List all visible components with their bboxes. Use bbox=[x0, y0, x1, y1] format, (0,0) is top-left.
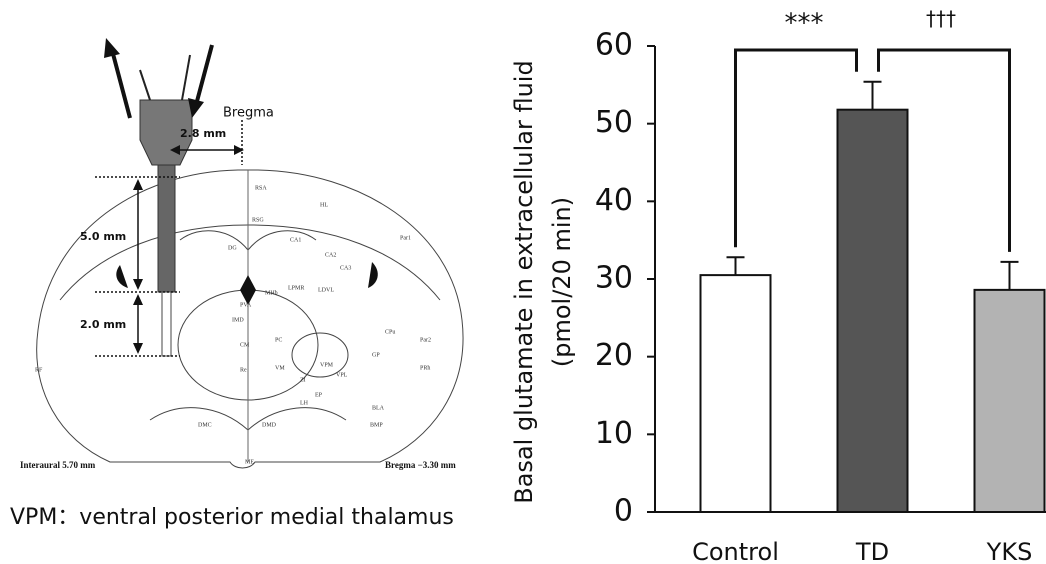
region-label: VPM bbox=[320, 362, 334, 368]
region-label: DMC bbox=[198, 422, 212, 428]
region-label: CPu bbox=[385, 329, 395, 335]
region-label: HL bbox=[320, 202, 328, 208]
bar bbox=[699, 274, 772, 513]
y-tick-label: 30 bbox=[595, 261, 633, 296]
region-label: RF bbox=[35, 367, 43, 373]
tube bbox=[181, 54, 191, 101]
level-label: Interaural 5.70 mm bbox=[20, 460, 96, 470]
region-label: LPMR bbox=[288, 285, 304, 291]
region-label: VM bbox=[275, 365, 285, 371]
region-label: PVA bbox=[240, 302, 252, 308]
region-label: CA3 bbox=[340, 265, 351, 271]
region-label: LH bbox=[300, 400, 309, 406]
significance-label: *** bbox=[785, 9, 824, 39]
depth-label: 5.0 mm bbox=[80, 230, 126, 243]
arrow-head bbox=[104, 38, 120, 58]
region-label: BLA bbox=[372, 405, 385, 411]
region-label: IMD bbox=[232, 317, 244, 323]
y-tick-label: 60 bbox=[595, 28, 633, 63]
region-label: EP bbox=[315, 392, 323, 398]
bregma-label: Bregma bbox=[223, 106, 274, 121]
x-tick-label: Control bbox=[692, 538, 779, 564]
lateral-ventricle bbox=[116, 265, 128, 288]
region-label: CA1 bbox=[290, 237, 301, 243]
arrow-head bbox=[133, 294, 143, 305]
bar bbox=[836, 108, 909, 513]
y-tick-label: 50 bbox=[595, 105, 633, 140]
arrow-head bbox=[133, 343, 143, 354]
tube bbox=[139, 69, 151, 101]
arrow-head bbox=[188, 98, 204, 118]
flow-arrow bbox=[194, 44, 214, 106]
x-tick-label: YKS bbox=[986, 538, 1033, 564]
region-label: BMP bbox=[370, 422, 383, 428]
significance-label: ††† bbox=[926, 7, 956, 31]
arrow-head bbox=[234, 145, 244, 155]
region-label: CM bbox=[240, 342, 250, 348]
significance-bracket bbox=[734, 48, 858, 248]
arrow-head bbox=[133, 179, 143, 190]
probe-shaft bbox=[157, 164, 176, 293]
arrow-head bbox=[170, 145, 180, 155]
y-tick-label: 40 bbox=[595, 183, 633, 218]
caption: VPM：ventral posterior medial thalamus bbox=[10, 505, 454, 530]
brain-outline bbox=[36, 169, 464, 469]
level-label: Bregma −3.30 mm bbox=[385, 460, 456, 470]
region-label: GP bbox=[372, 352, 380, 358]
region-label: CA2 bbox=[325, 252, 336, 258]
probe-membrane bbox=[161, 291, 172, 357]
region-label: Par2 bbox=[420, 337, 431, 343]
brain-diagram: Bregma 2.8 mm 5.0 mm 2.0 mm Interaural 5… bbox=[10, 38, 464, 530]
y-axis-label: (pmol/20 min) bbox=[548, 197, 576, 367]
y-tick-label: 10 bbox=[595, 416, 633, 451]
region-label: ZI bbox=[300, 377, 306, 383]
y-axis-label: Basal glutamate in extracellular fluid bbox=[510, 60, 538, 503]
region-label: ME bbox=[245, 459, 254, 465]
region-label: VPL bbox=[336, 372, 348, 378]
x-tick-label: TD bbox=[855, 538, 889, 564]
region-label: DG bbox=[228, 245, 237, 251]
flow-arrow bbox=[110, 49, 132, 119]
region-label: PRh bbox=[420, 365, 430, 371]
region-label: RSA bbox=[255, 185, 267, 191]
lateral-ventricle bbox=[368, 262, 378, 288]
ventricle bbox=[240, 275, 256, 305]
vpm-region bbox=[291, 332, 349, 378]
offset-label: 2.8 mm bbox=[180, 127, 226, 140]
y-tick-label: 0 bbox=[614, 494, 633, 529]
y-tick-label: 20 bbox=[595, 338, 633, 373]
region-label: LDVL bbox=[318, 287, 334, 293]
region-label: MHb bbox=[265, 290, 278, 296]
arrow-head bbox=[133, 279, 143, 290]
region-label: RSG bbox=[252, 217, 264, 223]
region-label: Par1 bbox=[400, 235, 411, 241]
significance-bracket bbox=[877, 48, 1011, 252]
depth-label: 2.0 mm bbox=[80, 318, 126, 331]
region-label: PC bbox=[275, 337, 282, 343]
bar bbox=[973, 288, 1046, 513]
region-label: Re bbox=[240, 367, 247, 373]
region-label: DMD bbox=[262, 422, 277, 428]
